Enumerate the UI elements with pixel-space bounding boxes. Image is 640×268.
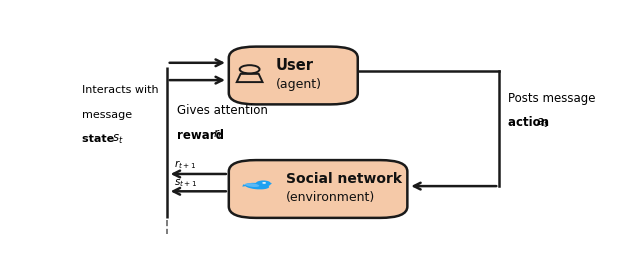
Polygon shape [243,184,250,187]
Text: message: message [83,110,132,120]
Text: reward: reward [177,129,228,142]
Text: action: action [508,117,553,129]
Text: (agent): (agent) [276,78,322,91]
Text: (environment): (environment) [286,191,375,204]
Circle shape [256,180,271,187]
FancyBboxPatch shape [229,47,358,104]
Text: Gives attention: Gives attention [177,104,268,117]
Ellipse shape [245,183,259,187]
Circle shape [262,182,266,184]
Text: $s_{t+1}$: $s_{t+1}$ [174,177,197,189]
Polygon shape [266,183,271,184]
Text: Posts message: Posts message [508,92,595,105]
Text: Interacts with: Interacts with [83,85,159,95]
Text: Social network: Social network [286,172,402,186]
FancyBboxPatch shape [229,160,407,218]
Text: $s_t$: $s_t$ [112,133,124,146]
Ellipse shape [245,183,269,189]
Text: $r_t$: $r_t$ [213,128,223,142]
Text: $r_{t+1}$: $r_{t+1}$ [174,159,196,172]
Text: state: state [83,135,118,144]
Text: $a_t$: $a_t$ [536,116,549,129]
Text: User: User [276,58,314,73]
